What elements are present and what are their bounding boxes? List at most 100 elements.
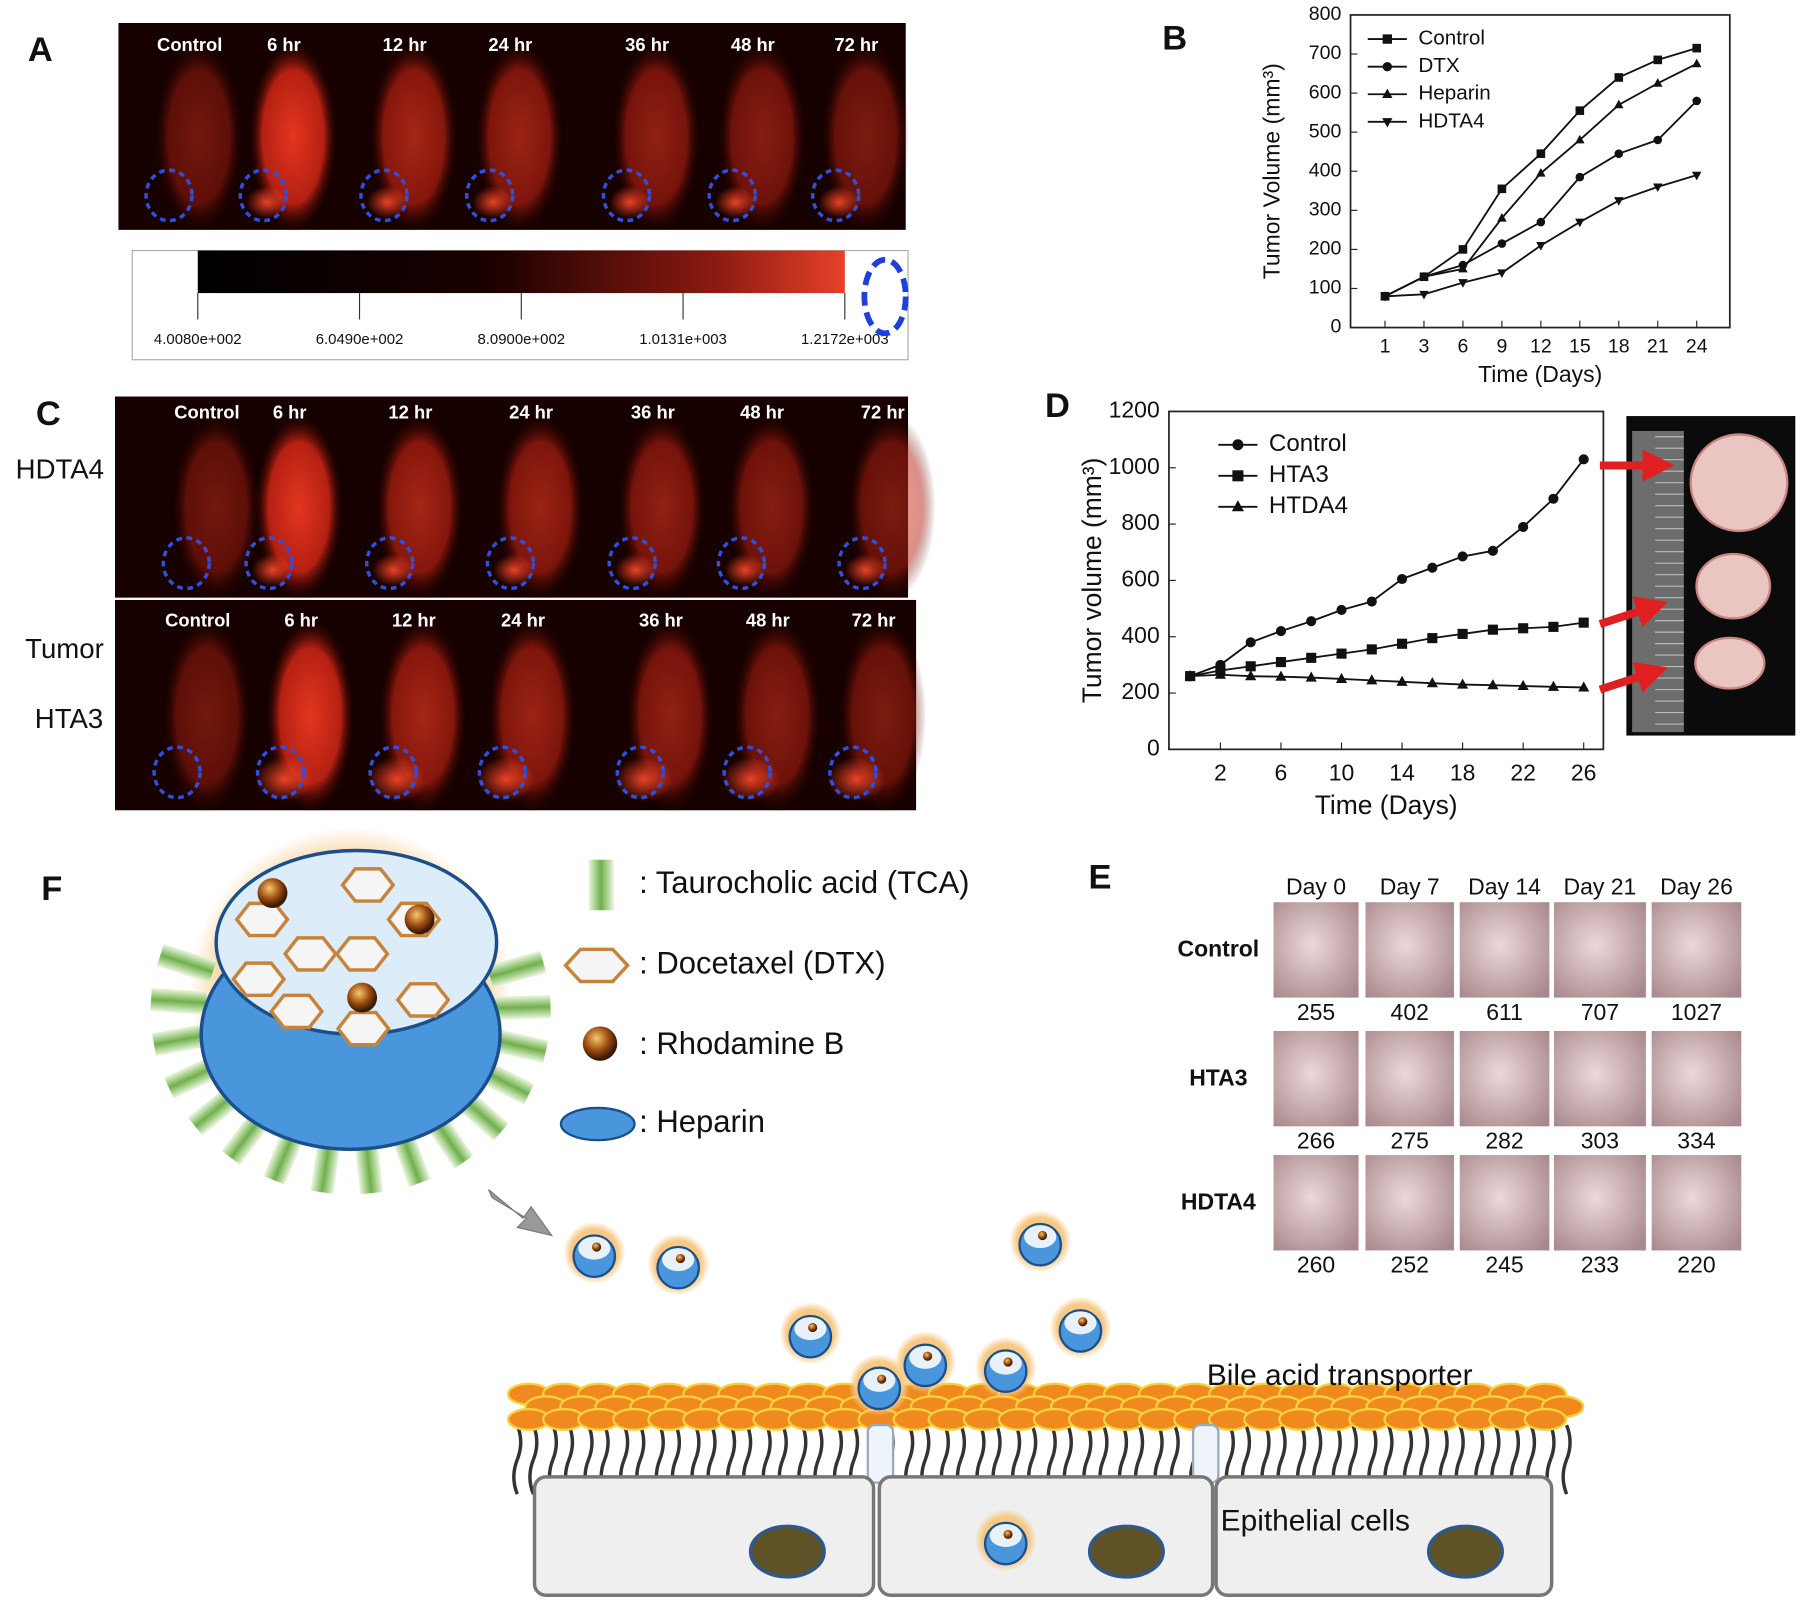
mouse-body xyxy=(155,41,243,232)
x-tick-label: 1 xyxy=(1380,335,1391,357)
marker xyxy=(1536,217,1546,227)
marker xyxy=(1575,172,1585,182)
tumor-glow xyxy=(714,186,757,219)
day-label: Day 14 xyxy=(1468,874,1541,900)
time-label: Control xyxy=(157,34,222,55)
volume-value: 266 xyxy=(1297,1128,1335,1154)
time-label: 36 hr xyxy=(631,402,675,423)
legend-circle xyxy=(861,256,909,337)
legend-rhodamine xyxy=(582,1026,618,1061)
marker xyxy=(1536,242,1546,251)
lipid-tail xyxy=(512,1424,523,1495)
tca-spike xyxy=(150,987,207,1015)
tumor-glow xyxy=(724,553,766,587)
legend-label: HTA3 xyxy=(1269,461,1329,488)
marker xyxy=(1336,648,1347,659)
x-tick-label: 22 xyxy=(1510,760,1536,786)
x-tick-label: 14 xyxy=(1389,760,1415,786)
dtx-hexagon xyxy=(269,993,325,1030)
legend-label: : Rhodamine B xyxy=(639,1026,844,1061)
row-label: HDTA4 xyxy=(16,454,104,485)
volume-value: 707 xyxy=(1581,999,1619,1025)
marker xyxy=(1336,604,1347,616)
time-label: 48 hr xyxy=(746,610,790,631)
legend-label: : Docetaxel (DTX) xyxy=(639,946,885,981)
time-label: 24 hr xyxy=(509,402,553,423)
marker xyxy=(1275,626,1287,637)
marker xyxy=(1366,674,1378,685)
marker xyxy=(1517,679,1529,691)
row-label: Control xyxy=(1178,936,1260,962)
y-tick-label: 200 xyxy=(1121,678,1159,704)
mouse-photo xyxy=(1365,902,1454,998)
day-label: Day 26 xyxy=(1660,874,1733,900)
marker xyxy=(1518,521,1529,532)
mouse-body xyxy=(375,414,464,600)
nucleus xyxy=(748,1524,826,1579)
marker xyxy=(1497,212,1507,222)
tca-spike xyxy=(495,995,551,1020)
nanoparticle-dot xyxy=(1003,1357,1013,1367)
marker xyxy=(1487,624,1498,635)
legend-label: Heparin xyxy=(1418,82,1490,105)
legend-tca xyxy=(588,859,614,911)
y-tick-label: 600 xyxy=(1309,81,1342,103)
legend-label: Control xyxy=(1418,27,1485,50)
tumor-glow xyxy=(721,756,780,802)
tumor-glow xyxy=(246,186,288,219)
nanoparticle-dot xyxy=(922,1351,933,1361)
marker xyxy=(1396,638,1408,649)
y-tick-label: 0 xyxy=(1147,734,1160,760)
rhodamine xyxy=(404,904,435,935)
volume-value: 233 xyxy=(1581,1252,1619,1278)
nanoparticle-dot xyxy=(877,1374,887,1384)
dtx-hexagon xyxy=(334,936,390,972)
volume-value: 220 xyxy=(1677,1252,1715,1278)
marker xyxy=(1691,58,1702,68)
marker xyxy=(1692,96,1702,106)
tumor-circle xyxy=(477,745,528,800)
tumor-circle xyxy=(601,168,652,223)
mouse-photo xyxy=(1553,1155,1646,1251)
marker xyxy=(1245,670,1257,681)
time-label: 6 hr xyxy=(284,610,318,631)
marker xyxy=(1653,78,1663,87)
marker xyxy=(1427,562,1438,573)
nanoparticle-dot xyxy=(808,1322,818,1333)
arrow xyxy=(1598,662,1669,694)
time-label: 6 hr xyxy=(273,402,307,423)
marker xyxy=(1614,197,1624,206)
tumor-glow xyxy=(367,756,426,802)
tumor-glow xyxy=(493,553,535,587)
marker xyxy=(1575,134,1585,144)
mouse-photo xyxy=(1651,902,1742,998)
tumor-circle xyxy=(810,168,861,223)
marker xyxy=(1306,652,1317,663)
tumor-glow xyxy=(476,756,535,802)
y-tick-label: 500 xyxy=(1309,120,1342,142)
marker xyxy=(1575,218,1585,228)
y-tick-label: 800 xyxy=(1309,3,1342,25)
marker xyxy=(1614,149,1624,158)
marker xyxy=(1382,88,1393,98)
panel-label: D xyxy=(1045,387,1070,425)
marker xyxy=(1518,623,1529,634)
marker xyxy=(1457,628,1468,639)
cells-label: Epithelial cells xyxy=(1221,1505,1410,1538)
arrow xyxy=(488,1189,554,1237)
legend-label: DTX xyxy=(1418,54,1460,77)
tumor-glow xyxy=(251,553,294,587)
row-label: Tumor xyxy=(25,633,104,664)
time-label: Control xyxy=(174,402,239,423)
dtx-hexagon xyxy=(234,901,290,938)
y-tick-label: 1000 xyxy=(1109,453,1160,479)
volume-value: 275 xyxy=(1391,1128,1429,1154)
tumor-glow xyxy=(827,756,886,802)
marker xyxy=(1382,118,1393,128)
mouse-body xyxy=(475,41,564,232)
mouse-photo xyxy=(1651,1155,1742,1251)
panel-label: F xyxy=(41,870,62,908)
tumor-circle xyxy=(238,168,288,223)
marker xyxy=(1335,672,1348,684)
series-line xyxy=(1384,174,1697,298)
